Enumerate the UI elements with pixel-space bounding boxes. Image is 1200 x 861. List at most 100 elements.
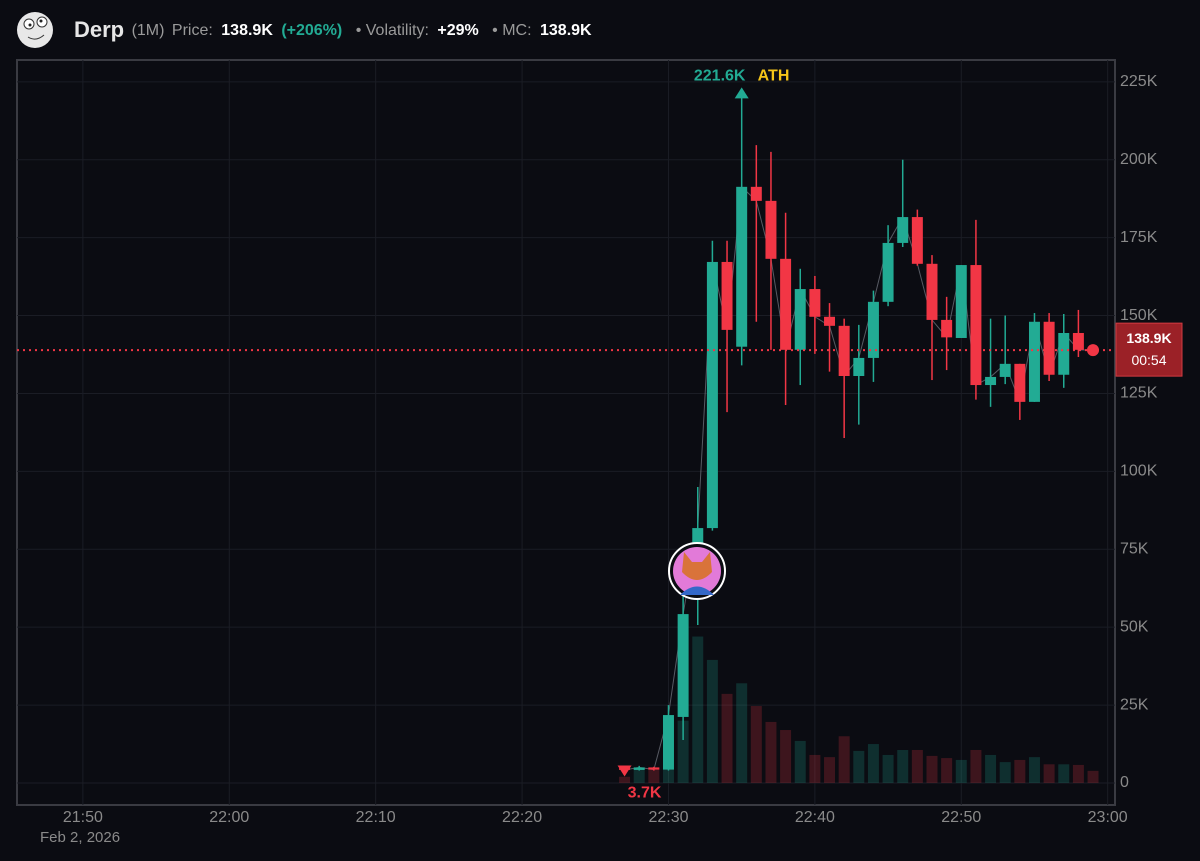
candle-body xyxy=(926,263,938,320)
ath-value: 221.6K xyxy=(694,68,746,85)
volume-bar xyxy=(838,736,850,783)
volume-bar xyxy=(648,767,660,783)
y-tick-label: 0 xyxy=(1120,774,1129,791)
ath-label: ATH xyxy=(758,68,790,85)
candle-body xyxy=(794,289,806,350)
y-tick-label: 150K xyxy=(1120,307,1158,324)
x-tick-label: 21:50 xyxy=(63,809,103,826)
x-tick-label: 23:00 xyxy=(1088,809,1128,826)
candle-body xyxy=(1072,332,1084,350)
candle-body xyxy=(867,301,879,358)
volume-bar xyxy=(619,776,631,783)
mc: 138.9K xyxy=(540,22,592,39)
low-arrow xyxy=(617,765,632,777)
token-name: Derp xyxy=(74,17,124,42)
volume-bar xyxy=(999,762,1011,783)
avatar-fox xyxy=(682,552,712,580)
candle-body xyxy=(911,217,923,264)
volume-bar xyxy=(721,693,733,783)
volume-bar xyxy=(706,659,718,783)
low-value: 3.7K xyxy=(628,785,662,802)
volume-bar xyxy=(882,754,894,783)
price-badge-value: 138.9K xyxy=(1126,330,1171,346)
candle-body xyxy=(985,376,997,386)
header: Derp (1M) Price: 138.9K (+206%) • Volati… xyxy=(74,17,592,42)
candle-body xyxy=(809,289,821,317)
change: (+206%) xyxy=(281,22,342,39)
candle-body xyxy=(648,767,660,770)
volume-bar xyxy=(692,636,704,783)
candle-body xyxy=(736,186,748,347)
x-tick-label: 22:30 xyxy=(648,809,688,826)
volume-bar xyxy=(824,757,836,783)
price-label: Price: xyxy=(172,22,213,39)
volume-bar xyxy=(794,740,806,783)
candle-body xyxy=(662,715,674,770)
plot-frame xyxy=(16,59,1116,806)
volume-bar xyxy=(867,744,879,783)
y-tick-label: 225K xyxy=(1120,73,1158,90)
candle-body xyxy=(941,319,953,338)
x-tick-label: 22:00 xyxy=(209,809,249,826)
volume-bar xyxy=(1087,770,1099,783)
candle-body xyxy=(633,767,645,770)
trader-avatar xyxy=(668,542,726,600)
volume-bar xyxy=(1043,764,1055,783)
x-tick-label: 22:20 xyxy=(502,809,542,826)
candle-body xyxy=(824,316,836,326)
mc-label: • MC: xyxy=(492,22,531,39)
price-badge-countdown: 00:54 xyxy=(1131,352,1166,368)
price-badge xyxy=(1115,322,1183,377)
volatility-label: • Volatility: xyxy=(356,22,429,39)
volume-bar xyxy=(1028,757,1040,783)
interval: (1M) xyxy=(132,22,165,39)
volume-bar xyxy=(970,749,982,783)
candle-body xyxy=(1043,321,1055,375)
ath-arrow xyxy=(734,87,749,99)
x-tick-label: 22:50 xyxy=(941,809,981,826)
candle-body xyxy=(721,261,733,330)
volume-bar xyxy=(736,683,748,783)
date-label: Feb 2, 2026 xyxy=(40,829,120,846)
volume-bar xyxy=(941,758,953,783)
candle-body xyxy=(882,242,894,302)
candle-body xyxy=(853,357,865,377)
y-tick-label: 25K xyxy=(1120,696,1149,713)
candle-body xyxy=(1028,321,1040,402)
candle-body xyxy=(970,265,982,386)
candle-body xyxy=(999,363,1011,377)
candle-body xyxy=(1058,332,1070,375)
candle-body xyxy=(677,614,689,717)
candle-body xyxy=(706,261,718,529)
x-tick-label: 22:10 xyxy=(356,809,396,826)
volume-bar xyxy=(955,759,967,783)
volume-bar xyxy=(809,754,821,783)
volume-bar xyxy=(853,750,865,783)
volume-bar xyxy=(1072,764,1084,783)
volume-bar xyxy=(750,706,762,783)
candle-body xyxy=(780,258,792,350)
volume-bar xyxy=(780,730,792,783)
volume-bar xyxy=(1014,759,1026,783)
candle-body xyxy=(765,200,777,259)
candle-body xyxy=(750,186,762,201)
candle-body xyxy=(1014,363,1026,402)
token-icon xyxy=(17,12,53,48)
y-tick-label: 50K xyxy=(1120,618,1149,635)
volume-bar xyxy=(633,767,645,783)
volume-bar xyxy=(1058,764,1070,783)
y-tick-label: 125K xyxy=(1120,385,1158,402)
y-tick-label: 175K xyxy=(1120,229,1158,246)
volume-bar xyxy=(897,749,909,783)
volume-bar xyxy=(911,749,923,783)
y-tick-label: 100K xyxy=(1120,463,1158,480)
candle-body xyxy=(838,325,850,377)
x-tick-label: 22:40 xyxy=(795,809,835,826)
candle-body xyxy=(955,265,967,338)
avatar-body xyxy=(680,586,714,595)
price-dot xyxy=(1087,344,1099,357)
volume-bar xyxy=(765,721,777,783)
volume-bar xyxy=(677,720,689,783)
